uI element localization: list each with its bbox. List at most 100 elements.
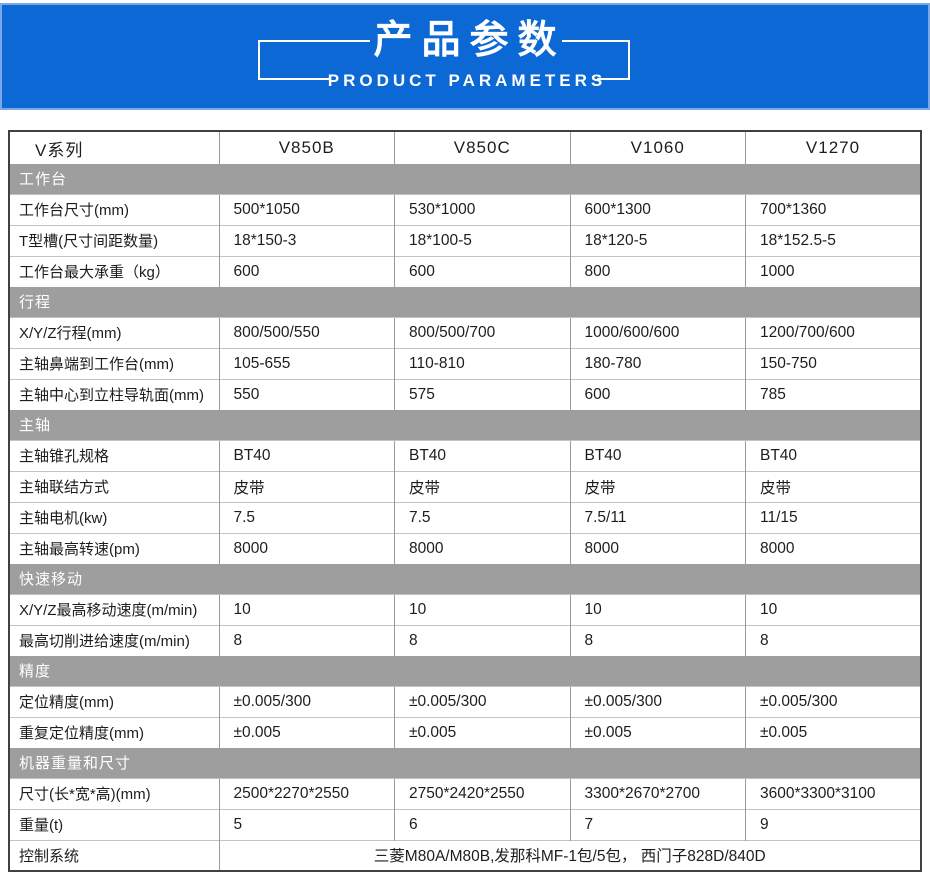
row-value: 2750*2420*2550 xyxy=(394,777,570,809)
row-value: 150-750 xyxy=(745,347,921,379)
row-label: 主轴鼻端到工作台(mm) xyxy=(9,347,219,379)
row-value: 皮带 xyxy=(745,470,921,502)
row-value: 600 xyxy=(394,255,570,287)
table-row: 主轴锥孔规格 BT40 BT40 BT40 BT40 xyxy=(9,439,921,471)
row-label: X/Y/Z行程(mm) xyxy=(9,316,219,348)
row-value: 1000 xyxy=(745,255,921,287)
table-row: 工作台尺寸(mm) 500*1050 530*1000 600*1300 700*136… xyxy=(9,193,921,225)
product-parameters-banner: 产品参数 PRODUCT PARAMETERS xyxy=(0,3,930,110)
row-value: 7.5 xyxy=(394,501,570,533)
row-value: ±0.005/300 xyxy=(218,685,395,717)
row-value: 3600*3300*3100 xyxy=(745,777,921,809)
row-value: ±0.005/300 xyxy=(569,685,746,717)
table-body: 工作台 工作台尺寸(mm) 500*1050 530*1000 600*1300 700*… xyxy=(9,164,921,871)
row-label: 主轴最高转速(pm) xyxy=(9,532,219,564)
row-value-merged: 三菱M80A/M80B,发那科MF-1包/5包， 西门子828D/840D xyxy=(218,839,921,871)
row-label: 工作台最大承重（kg） xyxy=(9,255,219,287)
row-value: ±0.005/300 xyxy=(745,685,921,717)
section-row: 行程 xyxy=(9,287,921,317)
row-value: BT40 xyxy=(218,439,395,471)
table-row: 主轴最高转速(pm) 8000 8000 8000 8000 xyxy=(9,532,921,564)
section-row: 机器重量和尺寸 xyxy=(9,748,921,778)
column-header-series: V系列 xyxy=(9,131,219,164)
section-row: 工作台 xyxy=(9,164,921,194)
row-value: 10 xyxy=(745,593,921,625)
row-label: 定位精度(mm) xyxy=(9,685,219,717)
column-header-model-v1060: V1060 xyxy=(569,131,746,164)
row-label: 尺寸(长*宽*高)(mm) xyxy=(9,777,219,809)
row-value: 700*1360 xyxy=(745,193,921,225)
row-value: 3300*2670*2700 xyxy=(569,777,746,809)
row-value: 10 xyxy=(394,593,570,625)
row-label: 工作台尺寸(mm) xyxy=(9,193,219,225)
row-label: 控制系统 xyxy=(9,839,219,871)
row-value: 110-810 xyxy=(394,347,570,379)
section-header: 精度 xyxy=(9,656,921,686)
row-value: 800/500/550 xyxy=(218,316,395,348)
title-bracket-left-bottom-line xyxy=(258,78,330,80)
row-value: 8 xyxy=(394,624,570,656)
row-value: 18*120-5 xyxy=(569,224,746,256)
section-row: 快速移动 xyxy=(9,564,921,594)
title-bracket-left-top-line xyxy=(258,40,370,42)
row-value: ±0.005 xyxy=(745,716,921,748)
row-value: 8 xyxy=(569,624,746,656)
row-value: 10 xyxy=(218,593,395,625)
row-label: 重复定位精度(mm) xyxy=(9,716,219,748)
row-value: 8 xyxy=(745,624,921,656)
table-row: 尺寸(长*宽*高)(mm) 2500*2270*2550 2750*2420*255… xyxy=(9,777,921,809)
column-header-model-v850c: V850C xyxy=(394,131,570,164)
section-header: 机器重量和尺寸 xyxy=(9,748,921,778)
row-value: ±0.005 xyxy=(394,716,570,748)
row-value: 1000/600/600 xyxy=(569,316,746,348)
table-row: 重量(t) 5 6 7 9 xyxy=(9,808,921,840)
row-label: X/Y/Z最高移动速度(m/min) xyxy=(9,593,219,625)
row-value: 600*1300 xyxy=(569,193,746,225)
banner-title: 产品参数 xyxy=(373,19,566,62)
section-row: 主轴 xyxy=(9,410,921,440)
row-value: 800 xyxy=(569,255,746,287)
section-header: 快速移动 xyxy=(9,564,921,594)
row-value: 7.5/11 xyxy=(569,501,746,533)
row-label: 重量(t) xyxy=(9,808,219,840)
title-bracket-right-vertical-line xyxy=(628,40,630,80)
row-value: 550 xyxy=(218,378,395,410)
row-value: 530*1000 xyxy=(394,193,570,225)
table-row: 主轴鼻端到工作台(mm) 105-655 110-810 180-780 150-750 xyxy=(9,347,921,379)
row-value: 500*1050 xyxy=(218,193,395,225)
row-value: 8000 xyxy=(569,532,746,564)
row-value: 8 xyxy=(218,624,395,656)
table-row: X/Y/Z最高移动速度(m/min) 10 10 10 10 xyxy=(9,593,921,625)
row-value: 7 xyxy=(569,808,746,840)
row-value: 600 xyxy=(218,255,395,287)
title-bracket-left-vertical-line xyxy=(258,40,260,80)
section-header: 工作台 xyxy=(9,164,921,194)
row-label: 主轴电机(kw) xyxy=(9,501,219,533)
row-label: T型槽(尺寸间距数量) xyxy=(9,224,219,256)
row-value: 7.5 xyxy=(218,501,395,533)
row-value: BT40 xyxy=(569,439,746,471)
row-value: 皮带 xyxy=(569,470,746,502)
row-value: ±0.005 xyxy=(569,716,746,748)
product-parameters-table: V系列 V850B V850C V1060 V1270 工作台 工作台尺寸(mm)… xyxy=(8,130,922,872)
row-value: 785 xyxy=(745,378,921,410)
row-value: BT40 xyxy=(745,439,921,471)
row-label: 主轴联结方式 xyxy=(9,470,219,502)
title-bracket-right-top-line xyxy=(562,40,630,42)
table-header-row: V系列 V850B V850C V1060 V1270 xyxy=(9,131,921,164)
column-header-model-v1270: V1270 xyxy=(745,131,921,164)
title-bracket-right-bottom-line xyxy=(597,78,630,80)
row-value: 5 xyxy=(218,808,395,840)
row-value: 600 xyxy=(569,378,746,410)
table-row: 重复定位精度(mm) ±0.005 ±0.005 ±0.005 ±0.005 xyxy=(9,716,921,748)
row-value: 1200/700/600 xyxy=(745,316,921,348)
section-header: 主轴 xyxy=(9,410,921,440)
row-value: 9 xyxy=(745,808,921,840)
table-row: 控制系统 三菱M80A/M80B,发那科MF-1包/5包， 西门子828D/840… xyxy=(9,839,921,871)
table-row: 定位精度(mm) ±0.005/300 ±0.005/300 ±0.005/300 ±0… xyxy=(9,685,921,717)
table-row: 主轴中心到立柱导轨面(mm) 550 575 600 785 xyxy=(9,378,921,410)
row-value: 皮带 xyxy=(394,470,570,502)
row-label: 最高切削进给速度(m/min) xyxy=(9,624,219,656)
row-value: 18*152.5-5 xyxy=(745,224,921,256)
row-value: 105-655 xyxy=(218,347,395,379)
